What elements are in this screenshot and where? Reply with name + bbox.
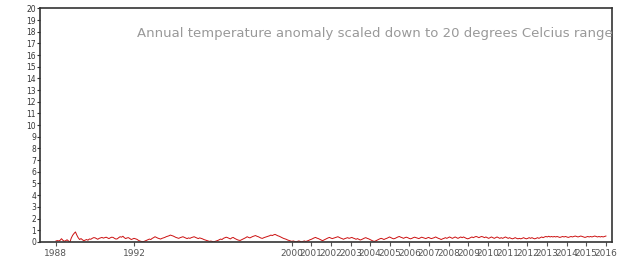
- Text: Annual temperature anomaly scaled down to 20 degrees Celcius range: Annual temperature anomaly scaled down t…: [137, 27, 613, 40]
